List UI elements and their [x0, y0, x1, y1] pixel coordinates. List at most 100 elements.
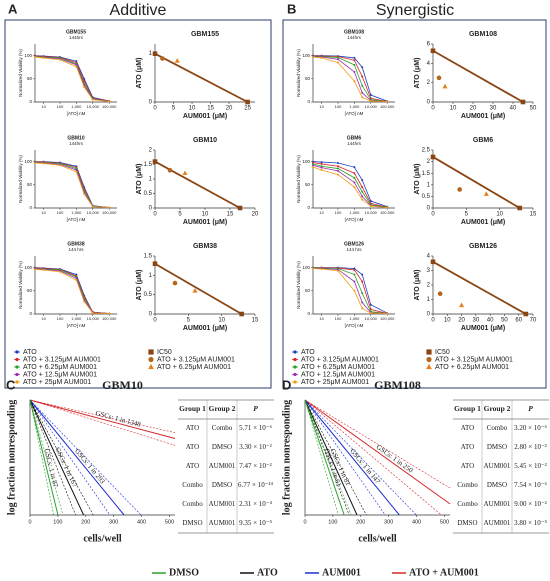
- estimate-line: [29, 399, 176, 440]
- marker: [430, 154, 436, 160]
- marker: [245, 99, 250, 105]
- data-point: [353, 172, 356, 175]
- x-tick-label: 1,000: [71, 210, 82, 215]
- table-cell: DMSO: [487, 481, 507, 489]
- confidence-line: [304, 399, 350, 516]
- table-cell: ATO: [461, 424, 474, 432]
- x-tick-label: 300: [384, 519, 393, 525]
- x-tick-label: 10: [218, 318, 225, 324]
- estimate-label: GSCs: 1 in 293: [73, 447, 107, 486]
- isobole-line: [432, 261, 527, 315]
- y-tick-label: 2: [149, 148, 153, 154]
- series-line: [312, 166, 388, 208]
- x-tick-label: 0: [28, 519, 31, 525]
- table-header: Group 2: [484, 404, 511, 413]
- y-tick-label: 4: [427, 61, 431, 67]
- y-tick-label: 0: [29, 99, 32, 104]
- data-point: [361, 273, 364, 276]
- data-point: [336, 58, 339, 61]
- table-header: Group 2: [209, 404, 236, 413]
- data-point: [42, 268, 45, 271]
- legend-label: DMSO: [169, 567, 199, 578]
- marker: [483, 191, 489, 196]
- data-point: [58, 270, 61, 273]
- table-cell: AUM001: [484, 462, 511, 470]
- x-tick-label: 100: [57, 210, 64, 215]
- y-tick-label: 1: [149, 51, 153, 57]
- x-tick-label: 1,000: [349, 104, 360, 109]
- x-tick-label: 400: [412, 519, 421, 525]
- x-tick-label: 5: [178, 212, 182, 218]
- x-axis-label: AUM001 (μM): [461, 219, 505, 226]
- chart-title: GBM6: [347, 135, 362, 141]
- isobole-line: [154, 160, 241, 209]
- x-tick-label: 0: [431, 212, 435, 218]
- y-tick-label: 6: [427, 42, 431, 48]
- table-cell: ATO: [186, 424, 199, 432]
- x-tick-label: 15: [252, 318, 259, 324]
- data-point: [361, 96, 364, 99]
- y-tick-label: 1.5: [144, 254, 153, 260]
- y-axis-label: ATO (μM): [136, 164, 143, 195]
- chart-subtitle: 144 hrs: [68, 247, 84, 252]
- isobole-line: [432, 156, 521, 209]
- panel-title: Synergistic: [376, 2, 454, 19]
- data-point: [353, 63, 356, 66]
- chart-title: GBM126: [469, 243, 497, 250]
- data-point: [91, 205, 94, 208]
- series-line: [312, 55, 388, 102]
- marker: [148, 356, 154, 363]
- x-tick-label: 40: [487, 318, 494, 324]
- chart-title: GBM126: [344, 241, 364, 247]
- series-line: [313, 267, 388, 314]
- series-line: [312, 162, 388, 208]
- data-point: [75, 61, 78, 64]
- x-tick-label: 100,000: [380, 316, 395, 321]
- x-tick-label: 20: [458, 318, 465, 324]
- y-tick-label: 1: [427, 297, 431, 303]
- isobole-line: [154, 52, 249, 103]
- data-point: [353, 176, 356, 179]
- confidence-line: [29, 399, 142, 516]
- x-tick-label: 10,000: [87, 210, 100, 215]
- legend-swatch: [293, 350, 297, 354]
- y-axis-label: Normalized Viability (%): [296, 49, 301, 97]
- isobole-line: [432, 49, 524, 103]
- x-tick-label: 50: [530, 106, 537, 112]
- x-tick-label: 30: [490, 106, 497, 112]
- legend-swatch: [15, 350, 19, 354]
- data-point: [336, 61, 339, 64]
- data-point: [353, 280, 356, 283]
- y-axis-label: Normalized Viability (%): [296, 261, 301, 309]
- chart-subtitle: 144hrs: [69, 35, 84, 40]
- marker: [152, 159, 158, 164]
- confidence-line: [304, 399, 367, 516]
- x-tick-label: 10: [319, 210, 324, 215]
- panel-letter: C: [6, 377, 16, 392]
- chart-subtitle: 144hrs: [347, 35, 362, 40]
- y-tick-label: 0: [149, 312, 153, 318]
- legend-label: ATO + 12.5μM AUM001: [301, 371, 375, 378]
- data-point: [91, 98, 94, 101]
- x-tick-label: 5: [465, 212, 469, 218]
- x-tick-label: 0: [431, 318, 435, 324]
- y-tick-label: 0: [427, 312, 431, 318]
- x-tick-label: 0: [153, 106, 157, 112]
- chart-title: GBM6: [473, 137, 493, 144]
- marker: [517, 205, 522, 211]
- estimate-label: GSCs: 1 in 147: [348, 447, 382, 486]
- table-cell: DMSO: [212, 481, 232, 489]
- legend-label: IC50: [157, 349, 172, 356]
- marker: [430, 48, 436, 54]
- legend-swatch: [293, 365, 297, 369]
- data-point: [320, 168, 323, 171]
- series-line: [34, 162, 110, 208]
- panel-frame: [4, 19, 272, 389]
- data-point: [361, 307, 364, 310]
- data-point: [369, 94, 372, 97]
- estimate-line: [304, 399, 400, 516]
- data-point: [42, 162, 45, 165]
- marker: [148, 363, 154, 370]
- marker: [182, 170, 188, 176]
